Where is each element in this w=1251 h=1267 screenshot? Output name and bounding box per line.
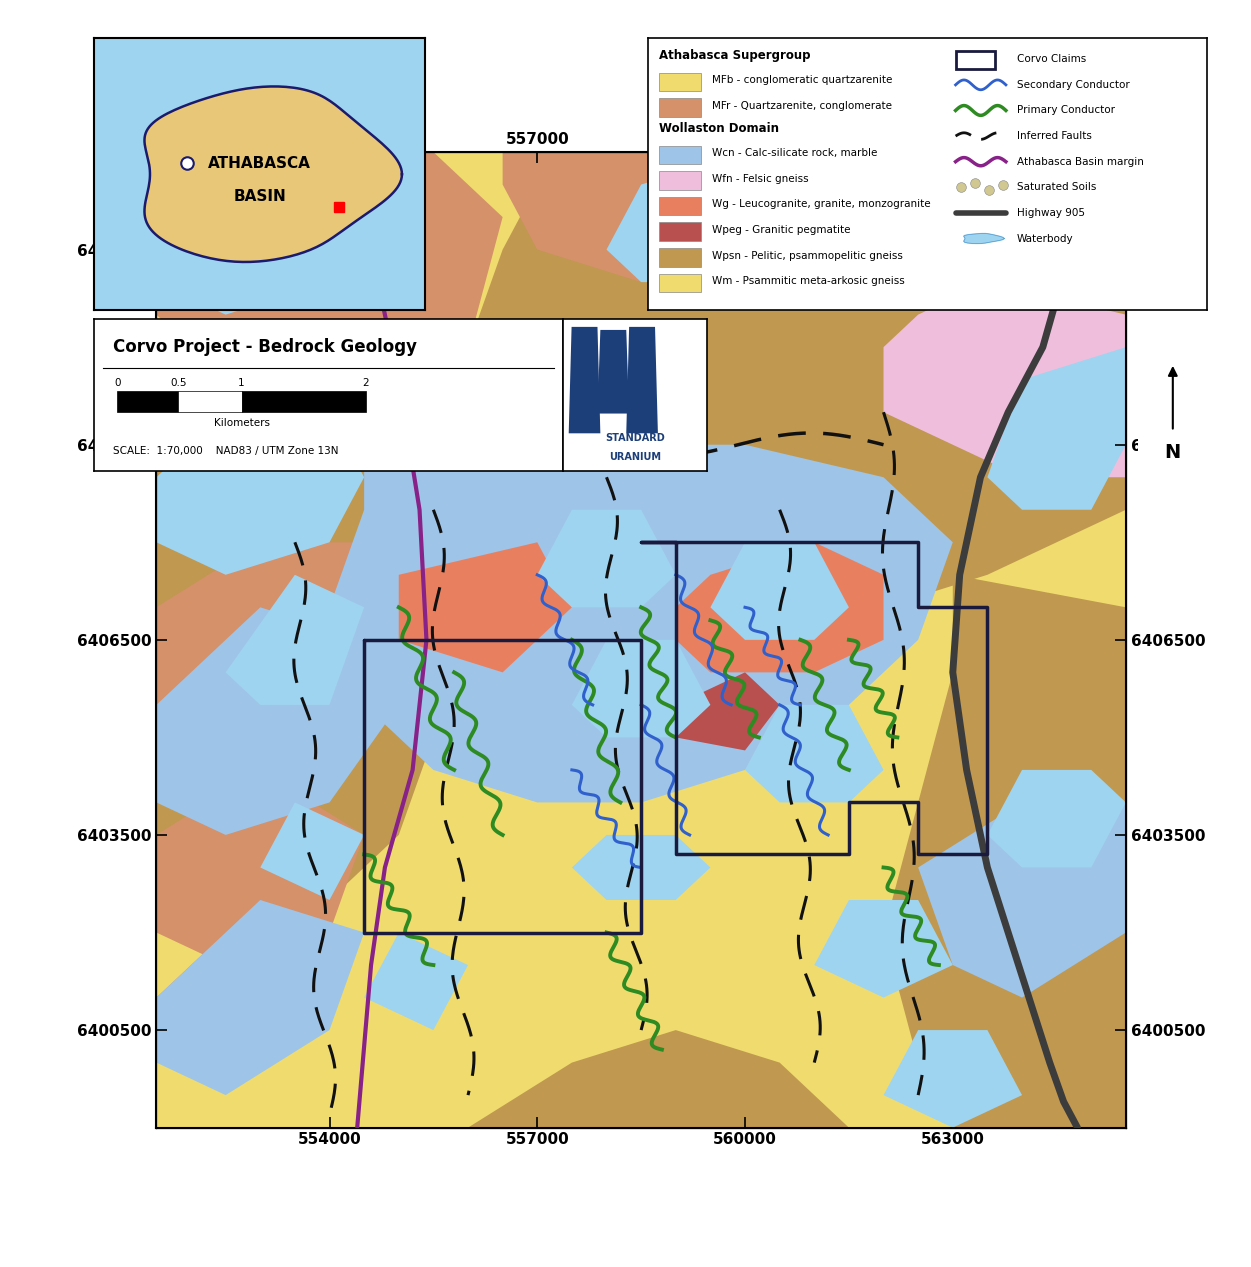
Polygon shape xyxy=(399,542,572,673)
Polygon shape xyxy=(572,835,711,900)
Polygon shape xyxy=(569,327,600,433)
Polygon shape xyxy=(676,673,779,750)
Text: Athabasca Supergroup: Athabasca Supergroup xyxy=(659,49,811,62)
Polygon shape xyxy=(156,542,433,770)
Polygon shape xyxy=(468,152,1126,607)
Text: BASIN: BASIN xyxy=(233,189,286,204)
Bar xyxy=(179,390,241,412)
Text: Wcn - Calc-silicate rock, marble: Wcn - Calc-silicate rock, marble xyxy=(712,148,878,158)
Text: Kilometers: Kilometers xyxy=(214,418,270,428)
Bar xyxy=(659,223,701,241)
Text: MFr - Quartzarenite, conglomerate: MFr - Quartzarenite, conglomerate xyxy=(712,101,892,110)
Polygon shape xyxy=(156,412,364,575)
Bar xyxy=(659,171,701,190)
Polygon shape xyxy=(144,86,402,262)
Polygon shape xyxy=(918,802,1126,997)
Text: Athabasca Basin margin: Athabasca Basin margin xyxy=(1017,157,1143,167)
Bar xyxy=(956,51,995,68)
Bar xyxy=(659,274,701,293)
Text: 2: 2 xyxy=(363,378,369,388)
Text: MFb - conglomeratic quartzarenite: MFb - conglomeratic quartzarenite xyxy=(712,75,893,85)
Polygon shape xyxy=(503,152,746,283)
Text: Wollaston Domain: Wollaston Domain xyxy=(659,122,779,134)
Polygon shape xyxy=(963,233,1005,243)
Polygon shape xyxy=(156,640,433,933)
Bar xyxy=(118,390,179,412)
Polygon shape xyxy=(156,900,364,1095)
Polygon shape xyxy=(260,802,364,900)
Text: SCALE:  1:70,000    NAD83 / UTM Zone 13N: SCALE: 1:70,000 NAD83 / UTM Zone 13N xyxy=(113,446,338,456)
Polygon shape xyxy=(627,327,658,433)
Polygon shape xyxy=(1022,673,1126,1128)
Text: 0.5: 0.5 xyxy=(170,378,186,388)
Polygon shape xyxy=(364,933,468,1030)
Bar xyxy=(659,146,701,165)
Bar xyxy=(659,72,701,91)
Text: Secondary Conductor: Secondary Conductor xyxy=(1017,80,1130,90)
Polygon shape xyxy=(156,607,399,835)
Polygon shape xyxy=(572,640,711,737)
Polygon shape xyxy=(156,152,503,412)
Bar xyxy=(659,196,701,215)
Polygon shape xyxy=(676,542,883,673)
Polygon shape xyxy=(156,933,295,1063)
Text: STANDARD: STANDARD xyxy=(605,433,664,443)
Text: 0: 0 xyxy=(114,378,120,388)
Polygon shape xyxy=(987,347,1126,509)
Polygon shape xyxy=(156,185,364,314)
Polygon shape xyxy=(814,900,953,997)
Polygon shape xyxy=(537,509,676,607)
Polygon shape xyxy=(468,1030,849,1128)
Bar xyxy=(659,98,701,117)
Text: Primary Conductor: Primary Conductor xyxy=(1017,105,1115,115)
Polygon shape xyxy=(225,575,364,704)
Text: ATHABASCA: ATHABASCA xyxy=(208,156,311,171)
Polygon shape xyxy=(711,542,849,640)
Text: Wm - Psammitic meta-arkosic gneiss: Wm - Psammitic meta-arkosic gneiss xyxy=(712,276,904,286)
Polygon shape xyxy=(607,152,814,283)
Text: Highway 905: Highway 905 xyxy=(1017,208,1085,218)
Polygon shape xyxy=(156,347,537,737)
Text: Wpsn - Pelitic, psammopelitic gneiss: Wpsn - Pelitic, psammopelitic gneiss xyxy=(712,251,903,261)
Polygon shape xyxy=(156,770,364,965)
Text: Wg - Leucogranite, granite, monzogranite: Wg - Leucogranite, granite, monzogranite xyxy=(712,199,931,209)
Bar xyxy=(659,248,701,266)
Text: Waterbody: Waterbody xyxy=(1017,233,1073,243)
Polygon shape xyxy=(598,329,629,413)
Polygon shape xyxy=(329,412,953,802)
Text: Corvo Project - Bedrock Geology: Corvo Project - Bedrock Geology xyxy=(113,337,417,356)
Polygon shape xyxy=(883,1030,1022,1128)
Text: Inferred Faults: Inferred Faults xyxy=(1017,131,1092,141)
Text: Wfn - Felsic gneiss: Wfn - Felsic gneiss xyxy=(712,174,809,184)
Text: Saturated Soils: Saturated Soils xyxy=(1017,182,1096,193)
Polygon shape xyxy=(883,283,1126,478)
Text: Corvo Claims: Corvo Claims xyxy=(1017,54,1086,65)
Text: Wpeg - Granitic pegmatite: Wpeg - Granitic pegmatite xyxy=(712,226,851,234)
Text: URANIUM: URANIUM xyxy=(609,451,661,461)
Polygon shape xyxy=(883,575,1126,1128)
Text: 1: 1 xyxy=(238,378,245,388)
Polygon shape xyxy=(987,770,1126,868)
Polygon shape xyxy=(746,704,883,802)
Text: N: N xyxy=(1165,443,1181,462)
Bar xyxy=(241,390,365,412)
